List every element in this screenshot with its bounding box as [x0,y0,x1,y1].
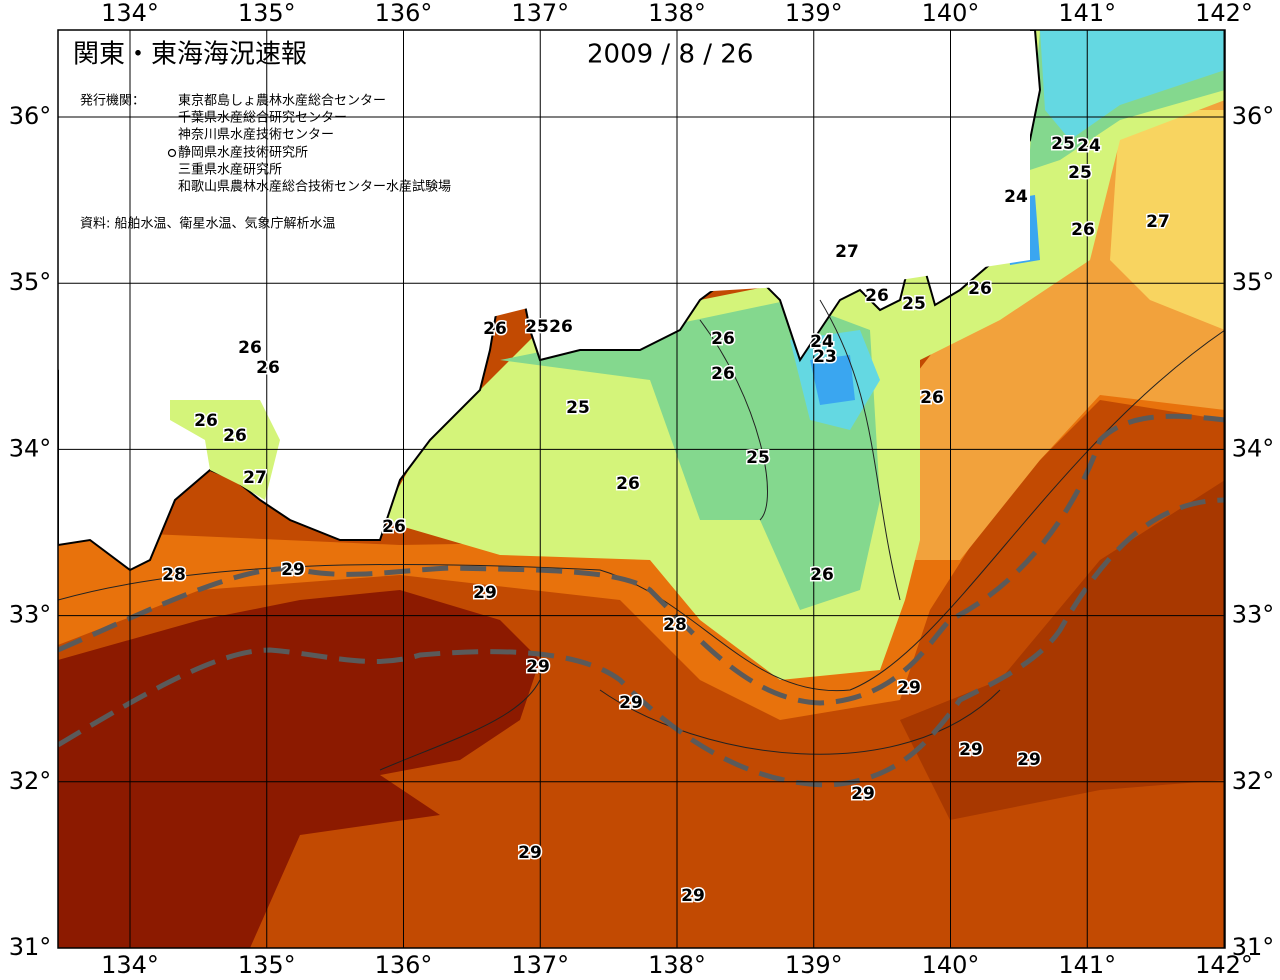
contour-label: 26 [711,329,735,349]
contour-label: 24 [1004,187,1028,207]
contour-label: 24 [810,332,834,352]
graticule: 134° 134° 135° 135° 136° 136° 137° 137° 138° 138°… [9,0,1275,979]
agency-marker [167,148,177,158]
lat-tick-label: 36° [9,102,52,130]
lon-tick-label: 142° [1195,951,1253,979]
contour-label: 29 [1017,750,1041,770]
contour-label: 25 [1068,163,1092,183]
contour-label: 26 [920,388,944,408]
contour-label: 28 [663,615,687,635]
agency: 東京都島しょ農林水産総合センター [178,93,386,109]
lon-tick-label: 141° [1058,951,1116,979]
lon-tick-label: 134° [101,0,159,27]
lon-tick-label: 142° [1195,0,1253,27]
contour-label: 25 [746,448,770,468]
contour-label: 28 [162,565,186,585]
contour-label: 24 [1077,136,1101,156]
lon-tick-label: 141° [1058,0,1116,27]
contour-label: 26 [382,517,406,537]
agency: 和歌山県農林水産総合技術センター水産試験場 [178,179,451,195]
lon-tick-label: 139° [785,0,843,27]
contour-label: 26 [483,319,507,339]
map-date: 2009 / 8 / 26 [587,40,753,70]
contour-label: 29 [526,657,550,677]
contour-label: 26 [223,426,247,446]
contour-label: 29 [473,583,497,603]
lat-tick-label: 36° [1232,102,1275,130]
lon-tick-label: 134° [101,951,159,979]
lon-tick-label: 140° [922,0,980,27]
lon-tick-label: 140° [922,951,980,979]
lat-tick-label: 34° [1232,434,1275,462]
contour-label: 29 [851,784,875,804]
agency: 三重県水産研究所 [178,162,282,178]
contour-label: 26 [616,474,640,494]
contour-label: 27 [1146,212,1170,232]
sea-surface [58,30,1225,948]
lon-tick-label: 135° [238,0,296,27]
lat-tick-label: 33° [9,601,52,629]
contour-label: 25 [1051,134,1075,154]
data-source: 資料: 船舶水温、衛星水温、気象庁解析水温 [80,216,336,232]
contour-label: 25 [902,294,926,314]
contour-label: 27 [243,468,267,488]
lat-tick-label: 31° [1232,933,1275,961]
lat-tick-label: 35° [1232,268,1275,296]
agency: 千葉県水産総合研究センター [178,110,347,126]
lat-tick-label: 31° [9,933,52,961]
agency: 神奈川県水産技術センター [178,127,334,143]
lon-tick-label: 138° [648,0,706,27]
lon-tick-label: 138° [648,951,706,979]
contour-label: 26 [256,358,280,378]
lon-tick-label: 135° [238,951,296,979]
lat-tick-label: 33° [1232,601,1275,629]
contour-label: 29 [959,740,983,760]
contour-label: 23 [813,347,837,367]
contour-label: 26 [1071,220,1095,240]
agency: 静岡県水産技術研究所 [178,145,308,161]
contour-label: 26 [549,317,573,337]
lat-tick-label: 35° [9,268,52,296]
contour-label: 29 [281,560,305,580]
contour-label: 29 [619,693,643,713]
lon-tick-label: 136° [375,0,433,27]
contour-label: 29 [681,886,705,906]
contour-label: 26 [194,411,218,431]
map-title: 関東・東海海況速報 [73,40,307,70]
lat-tick-label: 34° [9,434,52,462]
contour-label: 26 [711,364,735,384]
contour-label: 26 [968,279,992,299]
contour-label: 26 [238,338,262,358]
agencies-label: 発行機関： [80,94,145,109]
contour-label: 26 [865,286,889,306]
contour-label: 29 [897,678,921,698]
contour-label: 25 [525,317,549,337]
lat-tick-label: 32° [1232,767,1275,795]
lon-tick-label: 136° [375,951,433,979]
contour-label: 29 [518,843,542,863]
contour-label: 25 [566,398,590,418]
lon-tick-label: 139° [785,951,843,979]
lat-tick-label: 32° [9,767,52,795]
contour-label: 26 [810,565,834,585]
lon-tick-label: 137° [511,951,569,979]
contour-label: 27 [835,242,859,262]
lon-tick-label: 137° [511,0,569,27]
